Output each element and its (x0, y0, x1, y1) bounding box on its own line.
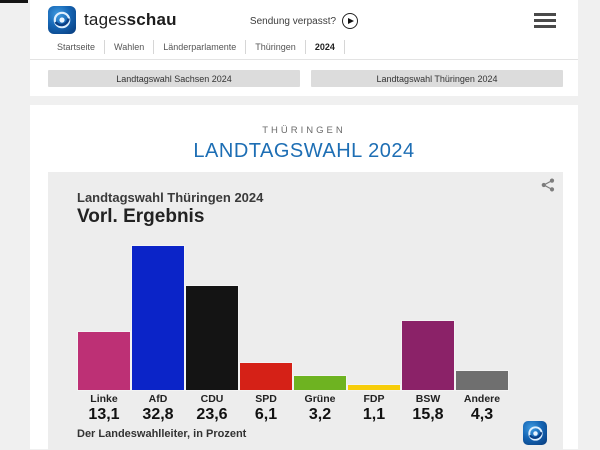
bar-value: 1,1 (362, 406, 386, 423)
tagesschau-logo[interactable]: tagesschau (48, 6, 177, 34)
bar-column-bsw: BSW 15,8 (401, 245, 455, 424)
breadcrumb-laenderparlamente[interactable]: Länderparlamente (154, 40, 247, 54)
content-column: tagesschau Sendung verpasst? Startseite … (30, 0, 578, 450)
bar-column-linke: Linke 13,1 (77, 245, 131, 424)
top-edge-artifact (0, 0, 28, 3)
section-gap (30, 96, 578, 105)
bar-label: SPD (255, 393, 277, 405)
results-chart-card: Landtagswahl Thüringen 2024 Vorl. Ergebn… (48, 172, 563, 450)
bar-fdp[interactable] (347, 384, 401, 391)
wordmark-tages: tages (84, 10, 127, 29)
bar-value: 3,2 (308, 406, 332, 423)
bar-column-fdp: FDP 1,1 (347, 245, 401, 424)
bar-column-spd: SPD 6,1 (239, 245, 293, 424)
sendung-verpasst-link[interactable]: Sendung verpasst? (30, 13, 578, 29)
tagesschau-watermark-icon (523, 421, 547, 445)
bar-label: Andere (463, 393, 501, 405)
bar-label: Linke (90, 393, 118, 405)
bar-andere[interactable] (455, 370, 509, 391)
page-kicker: THÜRINGEN (262, 125, 346, 136)
bar-label: Grüne (304, 393, 336, 405)
breadcrumb-wahlen[interactable]: Wahlen (105, 40, 155, 54)
breadcrumb-startseite[interactable]: Startseite (48, 40, 106, 54)
bar-column-andere: Andere 4,3 (455, 245, 509, 424)
bar-spd[interactable] (239, 362, 293, 391)
sachsen-election-button[interactable]: Landtagswahl Sachsen 2024 (48, 70, 300, 87)
bar-value: 13,1 (88, 406, 120, 423)
main-section: THÜRINGEN LANDTAGSWAHL 2024 Landtagswahl… (30, 105, 578, 450)
bar-afd[interactable] (131, 245, 185, 391)
bar-value: 4,3 (470, 406, 494, 423)
bar-label: FDP (363, 393, 385, 405)
bar-value: 23,6 (196, 406, 228, 423)
page-title: LANDTAGSWAHL 2024 (193, 140, 415, 162)
election-switch-band: Landtagswahl Sachsen 2024 Landtagswahl T… (30, 60, 578, 96)
bar-column-cdu: CDU 23,6 (185, 245, 239, 424)
bars-row: Linke 13,1 AfD 32,8 CDU 23,6 SPD 6,1 Grüne 3,2 FDP… (77, 245, 509, 424)
bar-label: CDU (200, 393, 224, 405)
bar-value: 6,1 (254, 406, 278, 423)
chart-subtitle: Vorl. Ergebnis (77, 206, 205, 227)
breadcrumb-thueringen[interactable]: Thüringen (246, 40, 306, 54)
chart-title: Landtagswahl Thüringen 2024 (77, 190, 264, 205)
bar-cdu[interactable] (185, 285, 239, 391)
bar-value: 32,8 (142, 406, 174, 423)
bar-value: 15,8 (412, 406, 444, 423)
play-icon[interactable] (342, 13, 359, 29)
bar-bsw[interactable] (401, 320, 455, 391)
chart-source: Der Landeswahlleiter, in Prozent (77, 428, 247, 440)
bar-label: AfD (148, 393, 168, 405)
thueringen-election-button[interactable]: Landtagswahl Thüringen 2024 (311, 70, 563, 87)
bar-label: BSW (415, 393, 441, 405)
bar-linke[interactable] (77, 331, 131, 391)
sendung-verpasst-label: Sendung verpasst? (249, 15, 337, 27)
breadcrumb-2024: 2024 (306, 40, 345, 54)
wordmark-schau: schau (126, 10, 177, 29)
breadcrumb: Startseite Wahlen Länderparlamente Thüri… (48, 40, 345, 54)
share-icon[interactable] (539, 176, 557, 194)
tagesschau-wordmark: tagesschau (84, 10, 177, 30)
bar-column-afd: AfD 32,8 (131, 245, 185, 424)
bar-grüne[interactable] (293, 375, 347, 391)
menu-icon[interactable] (534, 13, 556, 31)
tagesschau-globe-icon (48, 6, 76, 34)
site-header: tagesschau Sendung verpasst? Startseite … (30, 0, 578, 60)
bar-column-grüne: Grüne 3,2 (293, 245, 347, 424)
